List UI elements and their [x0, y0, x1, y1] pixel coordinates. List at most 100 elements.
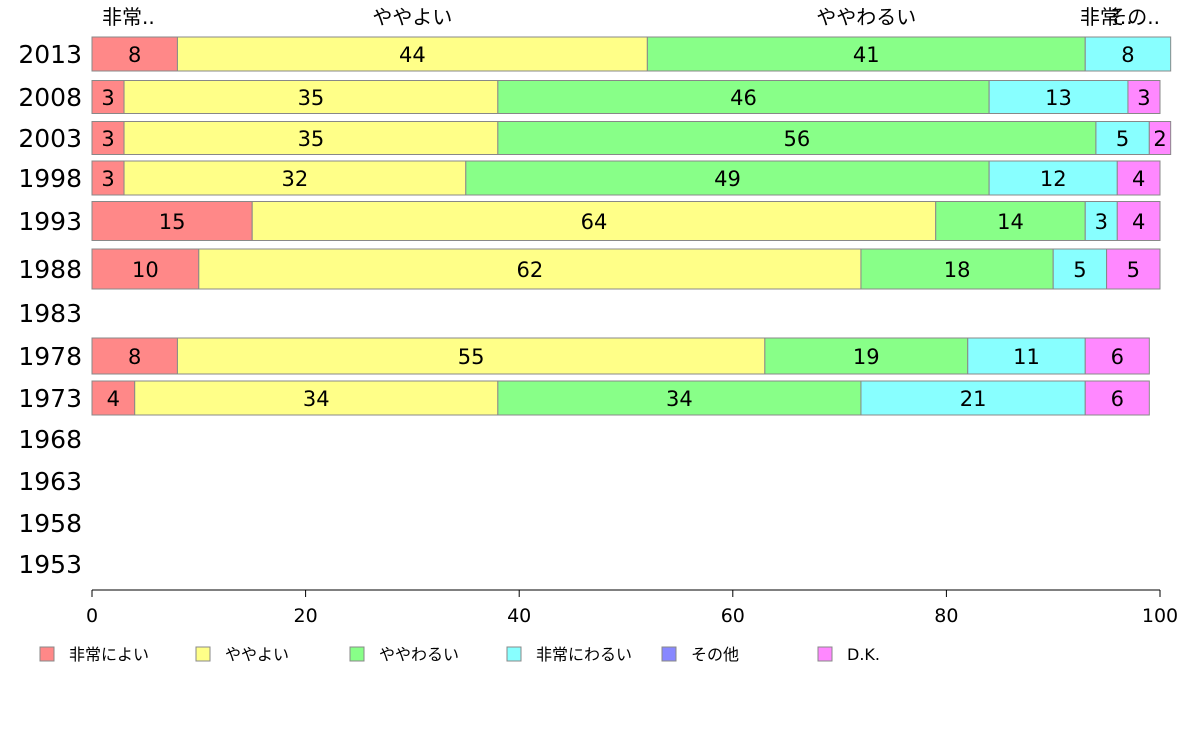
- legend-label-3: 非常にわるい: [536, 645, 632, 664]
- bar-segment-1988-3: [1052, 248, 1108, 290]
- bar-segment-2013-1: [176, 36, 648, 72]
- bar-segment-2013-3: [1084, 36, 1172, 72]
- bar-segment-1973-5: [1084, 380, 1150, 416]
- year-label-1978: 1978: [18, 342, 82, 371]
- data-label-1998-1: 32: [282, 167, 309, 191]
- year-label-2003: 2003: [18, 124, 82, 153]
- top-label-3: 非常..: [1080, 5, 1133, 29]
- data-label-2008-2: 46: [730, 86, 757, 110]
- legend-swatch-5: [817, 646, 833, 662]
- year-label-1988: 1988: [18, 255, 82, 284]
- data-label-1988-3: 5: [1073, 258, 1086, 282]
- data-label-1998-0: 3: [101, 167, 114, 191]
- data-label-1988-0: 10: [132, 258, 159, 282]
- year-labels: 2013 2008 2003 1998 1993 1988 1983 1978 1973 1968…: [18, 40, 82, 579]
- data-label-1988-1: 62: [517, 258, 544, 282]
- bar-segment-2008-3: [988, 80, 1129, 114]
- data-label-1998-2: 49: [714, 167, 741, 191]
- data-label-2003-5: 2: [1153, 127, 1166, 151]
- year-label-1998: 1998: [18, 164, 82, 193]
- legend-swatch-4: [661, 646, 677, 662]
- legend-item-1: ややよい: [195, 645, 289, 664]
- bar-segment-2003-1: [123, 121, 499, 155]
- legend-label-4: その他: [691, 645, 739, 664]
- legend: 非常によい ややよい ややわるい 非常にわるい その他 D.K.: [39, 645, 880, 664]
- data-label-1973-1: 34: [303, 387, 330, 411]
- data-label-2008-1: 35: [298, 86, 325, 110]
- data-label-1973-5: 6: [1111, 387, 1124, 411]
- bar-segment-1978-1: [176, 337, 766, 375]
- bar-segment-1998-5: [1116, 160, 1161, 196]
- top-label-2: ややわるい: [816, 5, 916, 29]
- data-label-2013-0: 8: [128, 43, 141, 67]
- year-label-1968: 1968: [18, 425, 82, 454]
- bar-segment-2008-2: [497, 80, 990, 114]
- legend-item-2: ややわるい: [349, 645, 459, 664]
- legend-item-5: D.K.: [817, 645, 880, 664]
- legend-swatch-1: [195, 646, 211, 662]
- year-label-2008: 2008: [18, 83, 82, 112]
- x-tick-label-100: 100: [1142, 605, 1178, 627]
- data-label-2003-3: 5: [1116, 127, 1129, 151]
- bar-segment-1998-0: [91, 160, 125, 196]
- legend-swatch-0: [39, 646, 55, 662]
- year-label-1963: 1963: [18, 467, 82, 496]
- legend-item-3: 非常にわるい: [506, 645, 632, 664]
- year-label-1958: 1958: [18, 509, 82, 538]
- x-tick-label-0: 0: [86, 605, 98, 627]
- bar-segment-2013-0: [91, 36, 178, 72]
- bar-segment-1978-2: [764, 337, 969, 375]
- year-label-1973: 1973: [18, 384, 82, 413]
- data-label-1973-3: 21: [960, 387, 987, 411]
- legend-label-0: 非常によい: [69, 645, 149, 664]
- x-tick-label-20: 20: [294, 605, 318, 627]
- bar-segment-2003-5: [1148, 121, 1172, 155]
- bar-segment-1978-3: [967, 337, 1086, 375]
- legend-label-2: ややわるい: [379, 645, 459, 664]
- data-label-2003-1: 35: [298, 127, 325, 151]
- bar-segment-2003-0: [91, 121, 125, 155]
- data-label-1978-2: 19: [853, 345, 880, 369]
- bar-segment-1998-3: [988, 160, 1118, 196]
- bar-segment-1973-2: [497, 380, 862, 416]
- legend-label-1: ややよい: [225, 645, 289, 664]
- legend-label-5: D.K.: [847, 645, 880, 664]
- bars: 8 44 41 83 35 46 13 33 35 56 5 23 32 49 12 415 64 14 3 410 6…: [91, 36, 1172, 416]
- legend-swatch-3: [506, 646, 522, 662]
- bar-segment-2008-0: [91, 80, 125, 114]
- data-label-2013-1: 44: [399, 43, 426, 67]
- bar-segment-2003-3: [1095, 121, 1150, 155]
- data-label-1978-0: 8: [128, 345, 141, 369]
- x-tick-label-80: 80: [934, 605, 958, 627]
- top-labels: 非常.. ややよい ややわるい 非常..その..: [102, 5, 1160, 29]
- bar-segment-2003-2: [497, 121, 1097, 155]
- legend-item-4: その他: [661, 645, 739, 664]
- bar-segment-2013-2: [646, 36, 1086, 72]
- data-label-1993-1: 64: [581, 210, 608, 234]
- top-label-0: 非常..: [102, 5, 155, 29]
- top-label-4: その..: [1107, 5, 1160, 29]
- data-label-2008-5: 3: [1137, 86, 1150, 110]
- bar-segment-1978-5: [1084, 337, 1150, 375]
- bar-segment-1988-0: [91, 248, 200, 290]
- year-label-1993: 1993: [18, 207, 82, 236]
- bar-segment-1988-5: [1106, 248, 1161, 290]
- bar-segment-2008-5: [1127, 80, 1161, 114]
- bar-segment-1978-0: [91, 337, 178, 375]
- x-tick-label-60: 60: [721, 605, 745, 627]
- bar-segment-1993-5: [1116, 201, 1161, 241]
- data-label-1993-2: 14: [997, 210, 1024, 234]
- data-label-1978-3: 11: [1013, 345, 1040, 369]
- data-label-1973-0: 4: [107, 387, 120, 411]
- bar-segment-1993-2: [935, 201, 1086, 241]
- data-label-1973-2: 34: [666, 387, 693, 411]
- data-label-1993-5: 4: [1132, 210, 1145, 234]
- bar-segment-2008-1: [123, 80, 499, 114]
- data-label-2013-3: 8: [1121, 43, 1134, 67]
- x-axis: 0 20 40 60 80 100: [86, 589, 1178, 627]
- bar-segment-1973-1: [134, 380, 499, 416]
- data-label-2003-0: 3: [101, 127, 114, 151]
- data-label-1978-5: 6: [1111, 345, 1124, 369]
- bar-segment-1988-2: [860, 248, 1054, 290]
